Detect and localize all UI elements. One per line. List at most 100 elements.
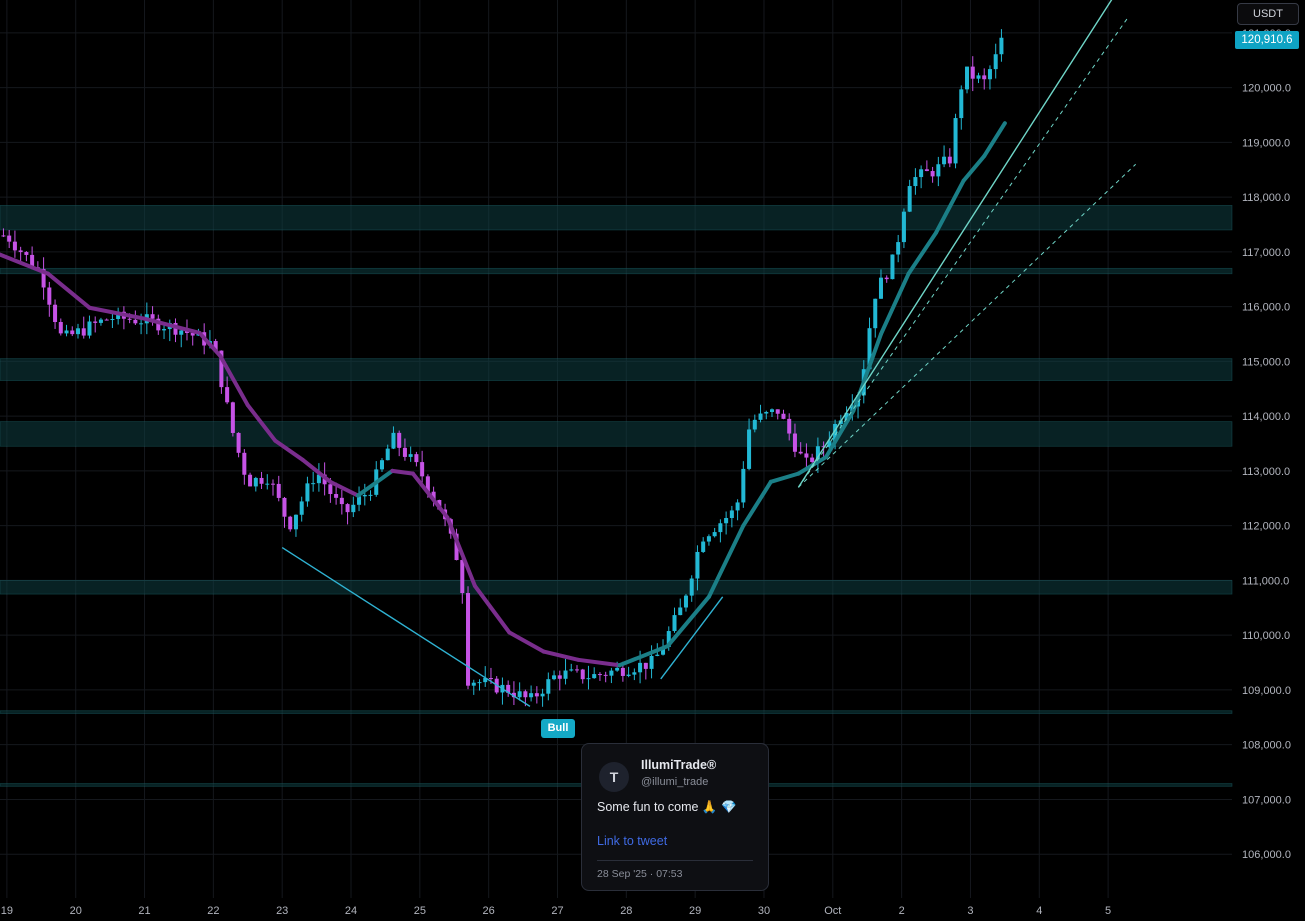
tweet-author-name: IllumiTrade® [641,758,717,772]
candle-body [420,462,425,477]
candle-body [890,254,895,280]
moving-average-segment [576,657,622,668]
candle-body [867,328,872,370]
currency-selector[interactable]: USDT [1237,3,1299,25]
candle-body [569,669,574,671]
support-resistance-zone [0,710,1233,714]
x-tick-label: 27 [551,905,563,917]
moving-average-segment [706,523,746,599]
candle-body [638,662,643,673]
candle-body [878,277,883,299]
moving-average-segment [87,305,147,321]
y-tick-label: 116,000.0 [1242,302,1290,314]
candle-body [179,330,184,335]
candle-body [976,75,981,79]
x-tick-label: 24 [345,905,357,917]
tweet-date: 28 Sep '25 · 07:53 [597,868,683,880]
candle-body [529,693,534,698]
moving-average-segment [328,479,360,498]
candle-body [758,413,763,420]
trendline [281,546,531,707]
candle-body [64,330,69,334]
candle-body [965,66,970,90]
candle-body [265,483,270,485]
moving-average-segment [142,316,202,335]
candle-body [362,494,367,497]
x-tick-label: 29 [689,905,701,917]
candle-body [884,277,889,280]
y-tick-label: 117,000.0 [1242,247,1290,259]
candle-body [477,682,482,684]
candle-body [259,477,264,484]
candle-body [775,409,780,414]
support-resistance-zone [0,358,1233,381]
candle-body [156,318,161,331]
candle-body [345,504,350,513]
candle-body [792,433,797,452]
y-tick-label: 114,000.0 [1242,411,1290,423]
candle-body [546,679,551,694]
candle-body [293,514,298,530]
x-tick-label: 30 [758,905,770,917]
candle-body [184,330,189,333]
candle-body [351,504,356,513]
candle-body [557,675,562,679]
candle-body [632,672,637,675]
candle-body [781,413,786,419]
candle-body [959,89,964,119]
candle-body [534,693,539,697]
moving-average-segment [982,121,1007,159]
candle-body [592,674,597,679]
support-resistance-zone [0,580,1233,595]
candle-body [919,169,924,178]
candle-body [597,674,602,676]
candle-body [30,254,35,268]
tweet-link[interactable]: Link to tweet [597,834,668,848]
candle-body [942,156,947,165]
moving-average-segment [768,471,801,484]
candle-body [288,516,293,530]
candle-body [299,501,304,515]
candle-body [907,186,912,212]
candle-body [271,483,276,485]
candle-body [643,662,648,669]
candle-body [339,497,344,505]
candle-body [311,483,316,485]
candle-body [982,75,987,80]
x-tick-label: 3 [967,905,973,917]
candle-body [563,670,568,679]
avatar: T [599,762,629,792]
candle-body [328,484,333,495]
candle-body [661,647,666,655]
candle-body [133,319,138,324]
gem-icon: 💎 [720,800,737,814]
candle-body [471,682,476,686]
candle-body [873,298,878,329]
candle-body [53,304,58,323]
candle-body [735,502,740,511]
tweet-divider [597,860,753,861]
y-tick-label: 111,000.0 [1242,575,1289,587]
tweet-card: T IllumiTrade® @illumi_trade Some fun to… [581,743,769,891]
candle-body [678,607,683,616]
candle-body [506,684,511,693]
moving-average-segment [46,271,92,310]
candle-body [752,419,757,430]
candle-body [87,321,92,336]
candle-body [58,322,63,334]
candle-body [970,66,975,79]
candle-body [98,319,103,323]
candle-body [379,460,384,470]
x-tick-label: 2 [899,905,905,917]
y-tick-label: 115,000.0 [1242,356,1290,368]
support-resistance-zone [0,267,1233,275]
candle-body [741,468,746,503]
candle-body [924,169,929,172]
candle-body [41,269,46,288]
moving-average-segment [390,468,415,476]
candle-body [414,454,419,463]
moving-average-segment [934,178,966,235]
moving-average-segment [245,403,278,443]
moving-average-segment [878,271,911,337]
candle-body [787,418,792,434]
